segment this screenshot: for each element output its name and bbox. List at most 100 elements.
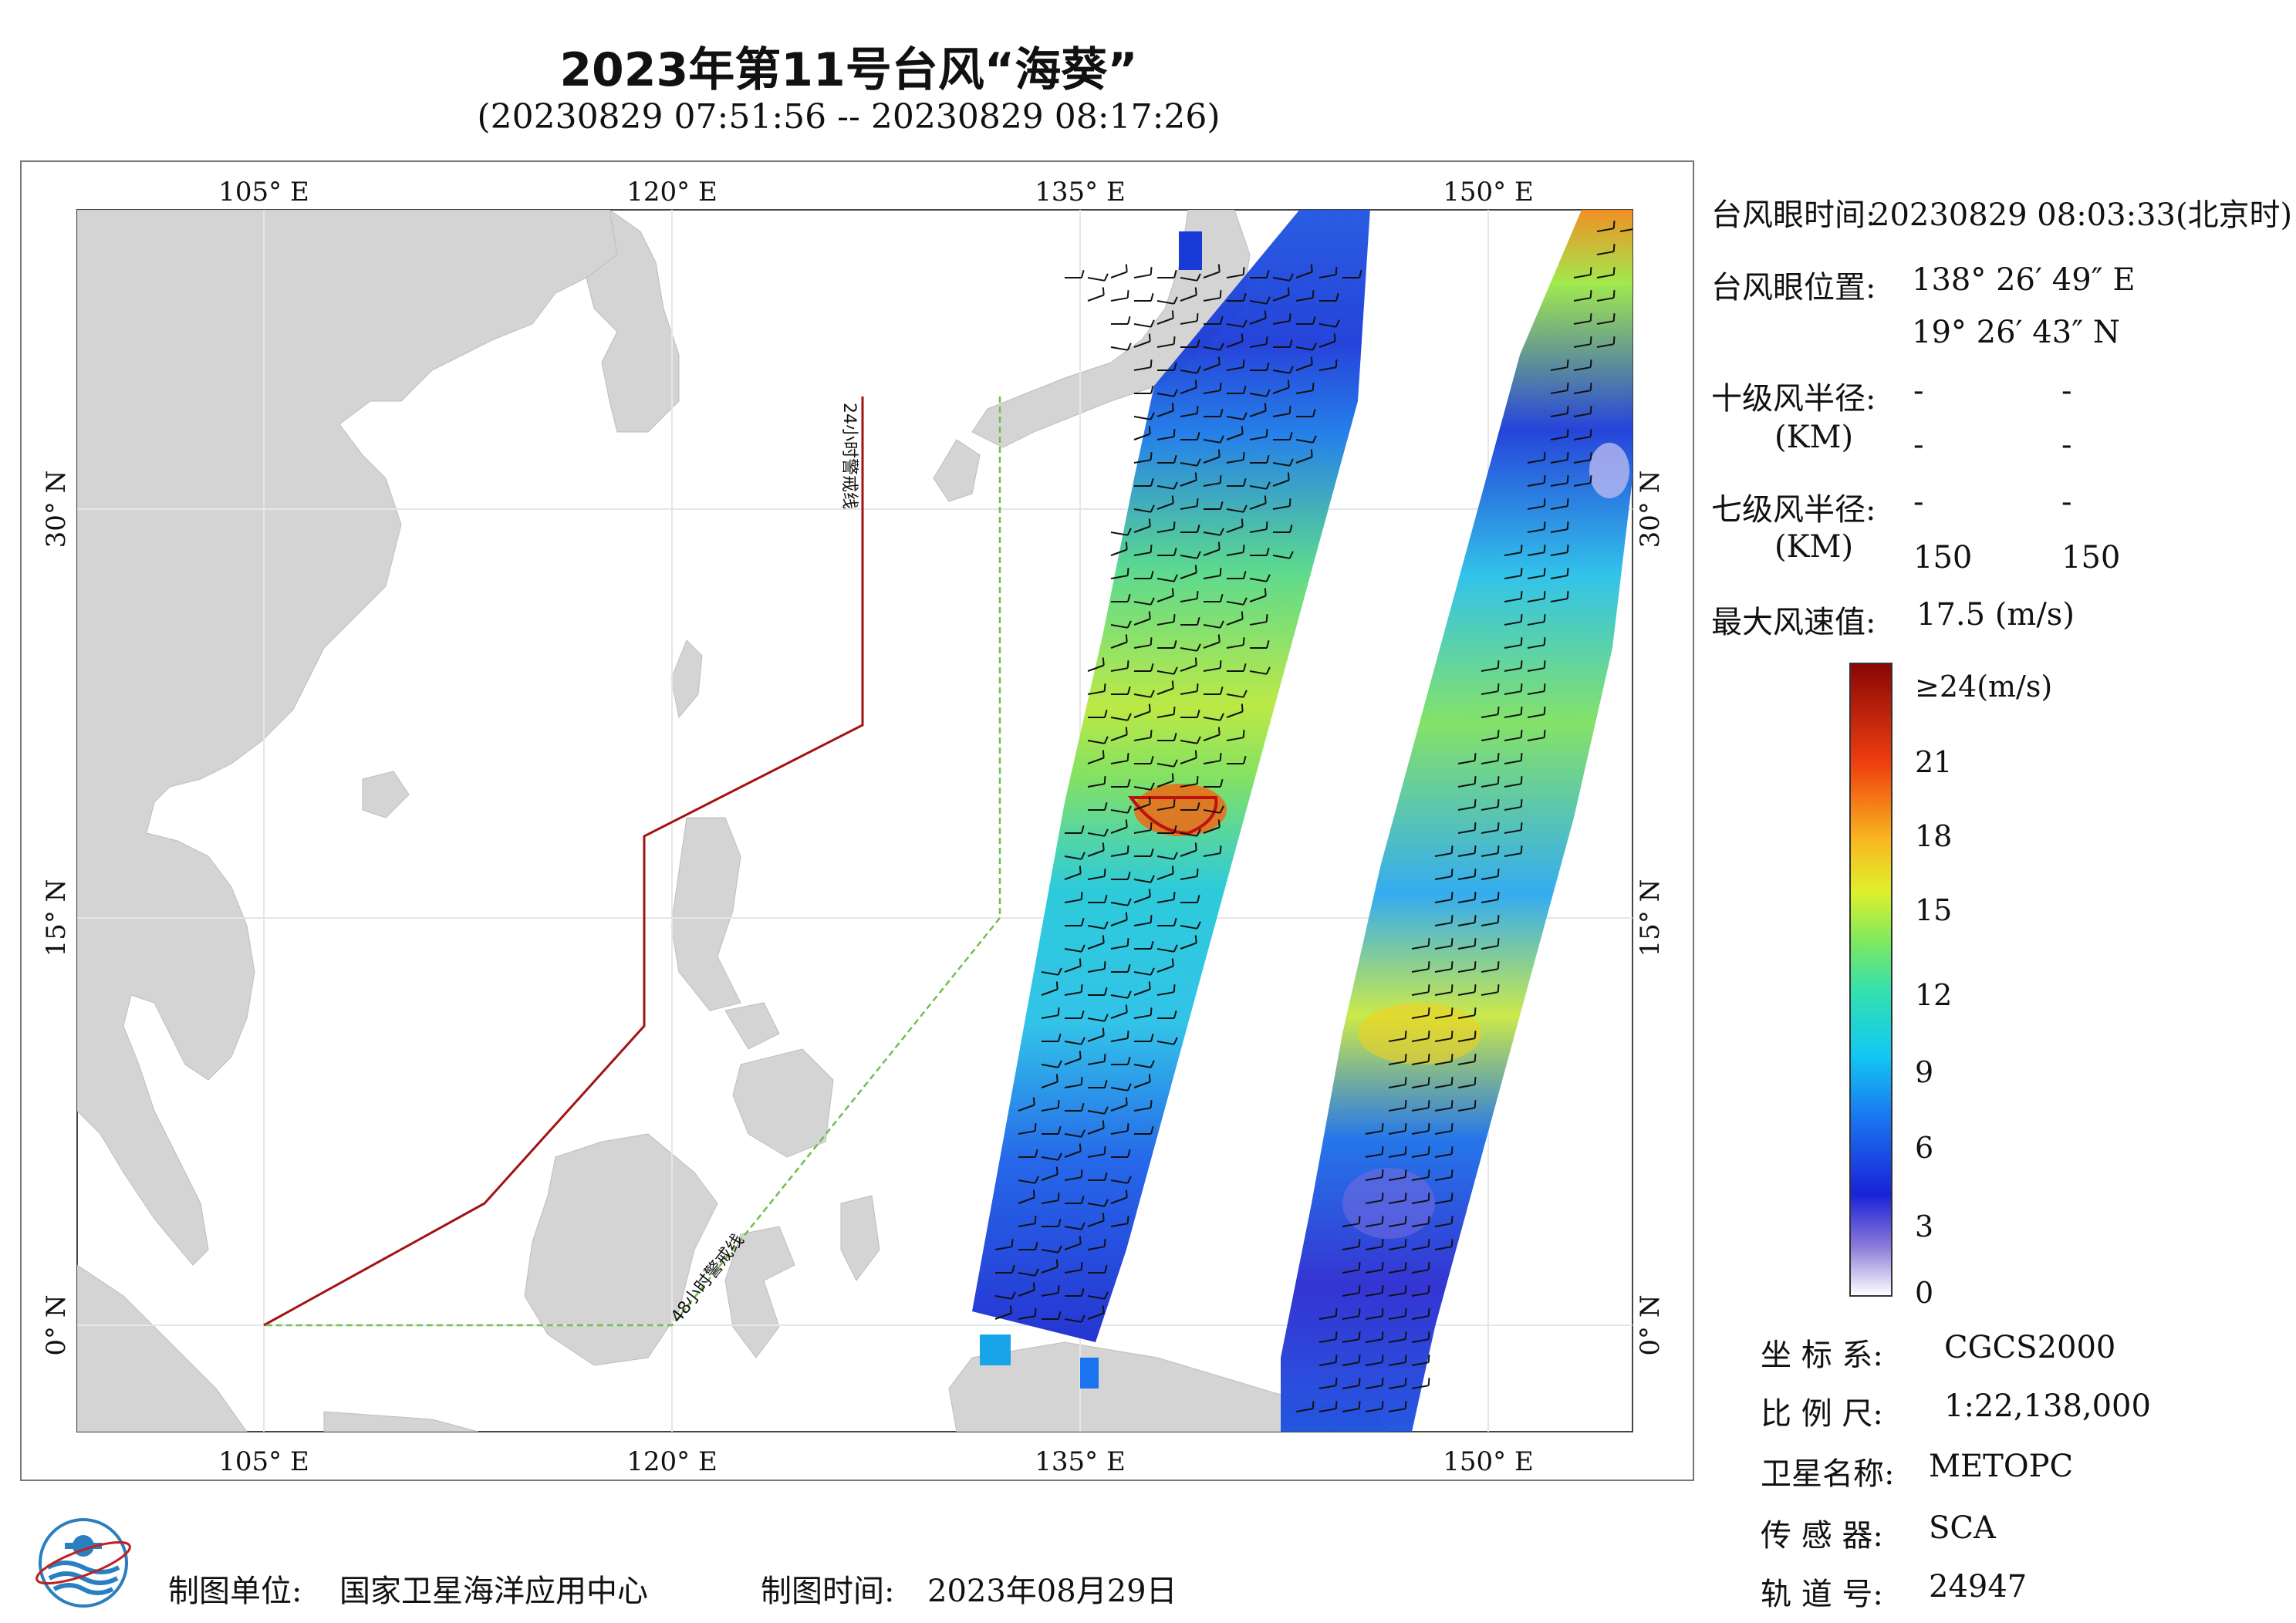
wind-barb — [1133, 459, 1151, 464]
wind-barb — [1156, 687, 1174, 695]
wind-barb — [1018, 1272, 1035, 1277]
wind-barb — [1272, 369, 1290, 374]
wind-barb-feather — [1058, 1126, 1062, 1135]
wind-barb-feather — [1173, 799, 1176, 808]
wind-barb-feather — [1103, 1199, 1109, 1207]
wind-barb — [1342, 1338, 1359, 1343]
wind-barb — [1180, 479, 1197, 487]
wind-barb — [1087, 849, 1105, 857]
wind-barb-feather — [1288, 273, 1294, 282]
wind-barb-feather — [1312, 342, 1317, 351]
wind-barb — [1133, 803, 1151, 811]
wind-barb-feather — [1150, 875, 1155, 883]
wind-barb-feather — [1335, 319, 1340, 328]
wind-barb — [1457, 991, 1475, 996]
wind-barb-feather — [1173, 892, 1176, 900]
wind-barb-feather — [1173, 574, 1178, 582]
wind-barb-feather — [1173, 455, 1177, 464]
wind-barb-feather — [1173, 918, 1177, 926]
wind-barb — [1226, 340, 1244, 348]
wind-barb-feather — [1103, 776, 1106, 785]
wind-barb — [1064, 1058, 1082, 1065]
wind-barbs — [994, 221, 1633, 1412]
wind-barb-feather — [1102, 1027, 1105, 1036]
warning-line-48h — [264, 396, 1001, 1327]
wind-barb-feather — [1150, 822, 1153, 831]
wind-barb-feather — [1125, 912, 1128, 920]
wind-barb — [1457, 783, 1475, 788]
wind-barb — [1481, 690, 1498, 695]
wind-barb — [1203, 809, 1221, 814]
wind-barb — [1041, 1014, 1059, 1019]
r10-label: 十级风半径: — [1711, 381, 1876, 417]
wind-barb-feather — [1242, 412, 1248, 420]
wind-barb-feather — [1058, 1219, 1062, 1227]
wind-barb — [1064, 1318, 1082, 1323]
wind-barb-feather — [1265, 296, 1271, 305]
wind-barb-feather — [1196, 406, 1199, 414]
wind-barb — [1388, 1223, 1406, 1227]
wind-barb — [1342, 1315, 1359, 1320]
land-masses — [77, 210, 1389, 1432]
orbit-label: 轨 道 号: — [1761, 1577, 1883, 1612]
wind-barb-feather — [1265, 666, 1271, 675]
colorbar-label-0: 0 — [1915, 1276, 1934, 1310]
wind-barb — [1087, 1203, 1105, 1207]
wind-barb — [1481, 899, 1498, 903]
wind-barb — [1527, 667, 1545, 672]
wind-barb-feather — [1450, 961, 1454, 970]
wind-barb-feather — [1150, 504, 1155, 513]
wind-barb — [1481, 667, 1498, 672]
wind-barb-feather — [1450, 1123, 1454, 1132]
wind-barb — [1087, 1312, 1105, 1320]
wind-barb-feather — [1520, 683, 1523, 692]
wind-barb-feather — [1196, 313, 1199, 322]
scale-value: 1:22,138,000 — [1944, 1388, 2151, 1424]
wind-barb — [1180, 647, 1197, 652]
wind-barb-feather — [1219, 435, 1224, 444]
org-value: 国家卫星海洋应用中心 — [339, 1574, 648, 1609]
wind-barb-feather — [1427, 1123, 1430, 1132]
wind-barb-feather — [1520, 845, 1523, 854]
wind-swath-east — [1281, 210, 1633, 1432]
wind-barb-feather — [1104, 710, 1108, 718]
wind-barb — [1226, 693, 1244, 698]
wind-barb — [1319, 340, 1336, 348]
wind-barb — [1203, 667, 1221, 672]
wind-barb — [1203, 531, 1221, 536]
r10-unit: (KM) — [1774, 420, 1854, 455]
wind-barb — [1295, 297, 1313, 302]
lon-label-top-105: 105° E — [218, 177, 309, 208]
wind-speed-colorbar — [1849, 663, 1893, 1297]
wind-barb-feather — [1520, 614, 1523, 623]
wind-barb-feather — [1450, 869, 1454, 877]
wind-barb — [1203, 439, 1221, 444]
wind-barb — [1226, 433, 1244, 440]
wind-barb — [1133, 340, 1151, 348]
wind-barb — [1133, 971, 1151, 976]
wind-barb — [1018, 1130, 1035, 1135]
wind-barb — [1156, 948, 1174, 953]
wind-barb — [1133, 786, 1151, 791]
wind-barb — [1018, 1315, 1035, 1320]
wind-barb — [1180, 294, 1197, 302]
wind-barb — [1156, 763, 1174, 768]
wind-barb — [1249, 502, 1267, 510]
wind-barb-feather — [1497, 683, 1500, 692]
wind-barb-feather — [1194, 565, 1197, 573]
wind-barb — [1388, 1408, 1406, 1412]
wind-barb — [1527, 482, 1545, 487]
wind-barb — [1133, 508, 1151, 513]
wind-barb-feather — [1150, 730, 1153, 738]
wind-barb — [1388, 1292, 1406, 1297]
wind-barb-feather — [1427, 1262, 1430, 1270]
wind-barb — [1041, 1156, 1059, 1161]
wind-barb-feather — [1217, 727, 1221, 735]
wind-barb-feather — [1241, 704, 1244, 712]
wind-barb-feather — [1497, 822, 1500, 831]
wind-barb — [1087, 277, 1105, 282]
wind-barb-feather — [1173, 363, 1177, 371]
wind-barb-feather — [1497, 984, 1500, 993]
date-value: 2023年08月29日 — [927, 1574, 1177, 1609]
